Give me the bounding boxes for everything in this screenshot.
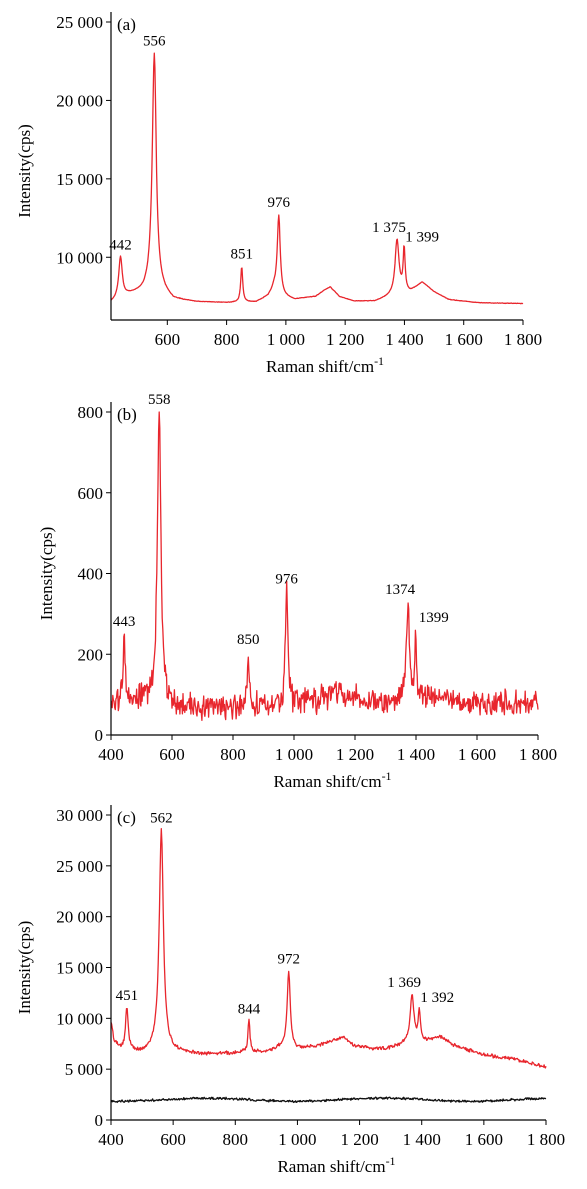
chart-panel-2: 400 600 800 1 000 1 200 1 400 1 600 1 800 0 200 40… xyxy=(37,392,557,791)
peak-label: 851 xyxy=(230,247,253,263)
peak-label: 850 xyxy=(237,632,260,648)
x-tick-label: 1 200 xyxy=(336,745,374,764)
y-tick-label: 10 000 xyxy=(56,248,103,267)
x-tick-label: 1 600 xyxy=(465,1130,503,1149)
panel-label: (a) xyxy=(117,15,136,34)
peak-label: 1399 xyxy=(419,610,449,626)
y-axis-title: Intensity(cps) xyxy=(15,921,34,1014)
x-tick-label: 1 000 xyxy=(267,330,305,349)
y-tick-label: 25 000 xyxy=(56,13,103,32)
peak-label: 972 xyxy=(277,952,300,968)
x-axis-title: Raman shift/cm-1 xyxy=(273,769,391,791)
x-tick-label: 600 xyxy=(155,330,181,349)
series-line-2 xyxy=(110,1096,547,1104)
series-line-1 xyxy=(110,52,524,305)
x-tick-label: 1 400 xyxy=(403,1130,441,1149)
y-tick-label: 200 xyxy=(78,645,104,664)
chart-panel-1: 600 800 1 000 1 200 1 400 1 600 1 800 10 000 15 … xyxy=(15,12,542,376)
peak-label: 1 369 xyxy=(387,975,421,991)
peak-label: 844 xyxy=(238,1001,261,1017)
peak-label: 556 xyxy=(143,33,166,49)
x-tick-label: 1 400 xyxy=(385,330,423,349)
y-tick-label: 30 000 xyxy=(56,806,103,825)
y-tick-label: 800 xyxy=(78,403,104,422)
x-axis-title: Raman shift/cm-1 xyxy=(266,354,384,376)
y-tick-label: 15 000 xyxy=(56,959,103,978)
panel-label: (b) xyxy=(117,405,137,424)
y-tick-label: 0 xyxy=(95,1111,104,1130)
peak-label: 1 392 xyxy=(420,990,454,1006)
x-tick-label: 600 xyxy=(160,1130,186,1149)
x-tick-label: 600 xyxy=(159,745,185,764)
y-tick-label: 25 000 xyxy=(56,857,103,876)
x-tick-label: 1 400 xyxy=(397,745,435,764)
series-line-1 xyxy=(110,827,547,1069)
peak-label: 451 xyxy=(116,988,139,1004)
panel-label: (c) xyxy=(117,808,136,827)
x-tick-label: 800 xyxy=(214,330,240,349)
y-tick-label: 20 000 xyxy=(56,91,103,110)
peak-label: 562 xyxy=(150,810,173,826)
x-tick-label: 800 xyxy=(223,1130,249,1149)
y-tick-label: 600 xyxy=(78,484,104,503)
peak-label: 443 xyxy=(113,614,136,630)
y-tick-label: 20 000 xyxy=(56,908,103,927)
y-tick-label: 10 000 xyxy=(56,1009,103,1028)
x-axis-title: Raman shift/cm-1 xyxy=(277,1154,395,1176)
x-tick-label: 400 xyxy=(98,745,124,764)
x-tick-label: 400 xyxy=(98,1130,124,1149)
y-tick-label: 0 xyxy=(95,726,104,745)
x-tick-label: 1 000 xyxy=(275,745,313,764)
peak-label: 1 399 xyxy=(405,229,439,245)
x-tick-label: 1 600 xyxy=(445,330,483,349)
y-axis-title: Intensity(cps) xyxy=(37,527,56,620)
y-tick-label: 400 xyxy=(78,565,104,584)
peak-label: 558 xyxy=(148,392,171,408)
peak-label: 976 xyxy=(275,572,298,588)
x-tick-label: 1 000 xyxy=(278,1130,316,1149)
x-tick-label: 1 600 xyxy=(458,745,496,764)
x-tick-label: 1 200 xyxy=(326,330,364,349)
peak-label: 1 375 xyxy=(372,220,406,236)
peak-label: 1374 xyxy=(385,582,416,598)
x-tick-label: 1 200 xyxy=(340,1130,378,1149)
y-tick-label: 15 000 xyxy=(56,170,103,189)
chart-panel-3: 400 600 800 1 000 1 200 1 400 1 600 1 800 0 5 000… xyxy=(15,805,565,1176)
x-tick-label: 1 800 xyxy=(504,330,542,349)
x-tick-label: 800 xyxy=(220,745,246,764)
y-axis-title: Intensity(cps) xyxy=(15,124,34,217)
series-line-1 xyxy=(110,411,539,721)
x-tick-label: 1 800 xyxy=(527,1130,565,1149)
peak-label: 976 xyxy=(268,195,291,211)
y-tick-label: 5 000 xyxy=(65,1060,103,1079)
x-tick-label: 1 800 xyxy=(519,745,557,764)
peak-label: 442 xyxy=(109,237,132,253)
